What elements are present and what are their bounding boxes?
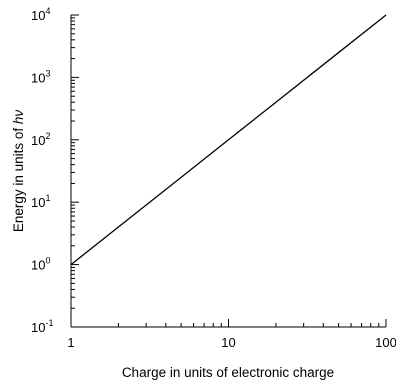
- y-tick-base: 10: [31, 195, 45, 210]
- y-axis-title-prefix: Energy in units of: [11, 124, 26, 232]
- y-axis-title: Energy in units of hν: [11, 110, 26, 233]
- series-layer: [70, 14, 387, 266]
- x-tick-label: 100: [375, 335, 396, 350]
- y-tick-exponent: 1: [45, 193, 50, 203]
- y-tick-label: 103: [31, 68, 50, 85]
- y-tick-label: 104: [31, 6, 50, 23]
- y-tick-base: 10: [31, 8, 45, 23]
- y-tick-exponent: 2: [45, 131, 50, 141]
- y-tick-exponent: -1: [45, 318, 53, 328]
- y-tick-label: 101: [31, 193, 50, 210]
- x-tick-label: 10: [221, 335, 235, 350]
- y-tick-base: 10: [31, 320, 45, 335]
- x-tick-label: 1: [67, 335, 74, 350]
- y-tick-base: 10: [31, 258, 45, 273]
- major-ticks: [70, 14, 387, 328]
- y-tick-base: 10: [31, 133, 45, 148]
- y-axis-title-symbol: hν: [11, 110, 26, 125]
- series-line: [70, 14, 387, 266]
- minor-ticks: [71, 17, 380, 327]
- y-tick-label: 100: [31, 256, 50, 273]
- x-axis-title: Charge in units of electronic charge: [122, 365, 334, 380]
- y-tick-label: 10-1: [31, 318, 53, 335]
- y-tick-exponent: 0: [45, 256, 50, 266]
- y-tick-exponent: 3: [45, 68, 50, 78]
- y-tick-base: 10: [31, 70, 45, 85]
- y-tick-label: 102: [31, 131, 50, 148]
- y-tick-exponent: 4: [45, 6, 50, 16]
- x-tick-labels: 1 10 100: [67, 335, 396, 350]
